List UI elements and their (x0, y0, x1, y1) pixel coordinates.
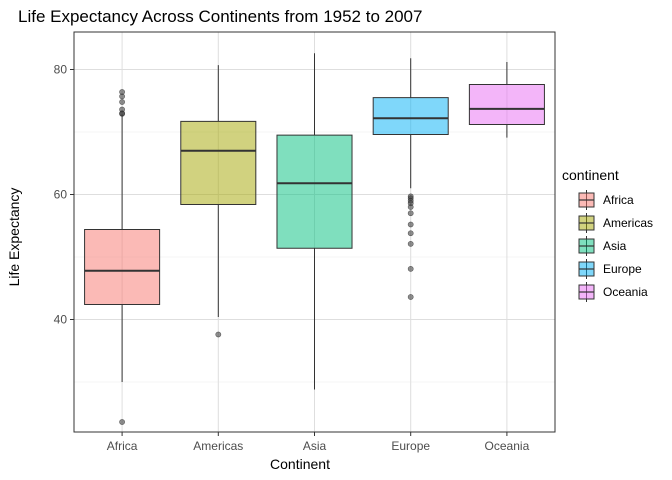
y-tick-label: 60 (54, 188, 68, 202)
legend-label: Africa (603, 193, 634, 207)
x-axis-title: Continent (270, 456, 330, 472)
outlier-point (407, 193, 414, 200)
outlier-point (215, 331, 222, 338)
x-tick-label: Africa (107, 439, 138, 453)
legend: Africa Americas Asia Europe Oceania (578, 190, 653, 302)
y-axis-title: Life Expectancy (6, 188, 22, 287)
legend-label: Oceania (603, 285, 648, 299)
outlier-point (407, 240, 414, 247)
legend-label: Americas (603, 216, 653, 230)
legend-label: Asia (603, 239, 627, 253)
plot-area: 40 60 80 Africa Americas Asia Europe Oceania (54, 31, 556, 453)
box-africa (84, 89, 161, 425)
legend-item-oceania: Oceania (578, 282, 648, 302)
iqr-box (468, 84, 545, 125)
outlier-point (407, 221, 414, 228)
outlier-point (407, 230, 414, 237)
x-tick-label: Asia (303, 439, 327, 453)
outlier-point (119, 89, 125, 95)
iqr-box (276, 134, 353, 249)
iqr-box (180, 120, 257, 205)
box-europe (372, 58, 449, 300)
outlier-point (407, 294, 414, 300)
legend-item-europe: Europe (578, 259, 642, 279)
legend-item-africa: Africa (578, 190, 634, 210)
legend-title: continent (562, 167, 619, 183)
y-tick-label: 40 (54, 313, 68, 327)
outlier-point (407, 210, 414, 217)
x-tick-label: Oceania (485, 439, 530, 453)
x-tick-label: Europe (391, 439, 430, 453)
box-oceania (468, 62, 545, 138)
y-tick-label: 80 (54, 63, 68, 77)
legend-item-americas: Americas (578, 213, 653, 233)
box-americas (180, 65, 257, 338)
outlier-point (119, 419, 125, 425)
outlier-point (119, 106, 125, 113)
box-asia (276, 53, 353, 390)
legend-label: Europe (603, 262, 642, 276)
outlier-point (407, 265, 414, 272)
iqr-box (84, 229, 161, 305)
x-tick-label: Americas (193, 439, 243, 453)
outlier-point (119, 99, 125, 105)
legend-item-asia: Asia (578, 236, 627, 256)
chart-title: Life Expectancy Across Continents from 1… (18, 7, 422, 26)
iqr-box (372, 97, 449, 135)
